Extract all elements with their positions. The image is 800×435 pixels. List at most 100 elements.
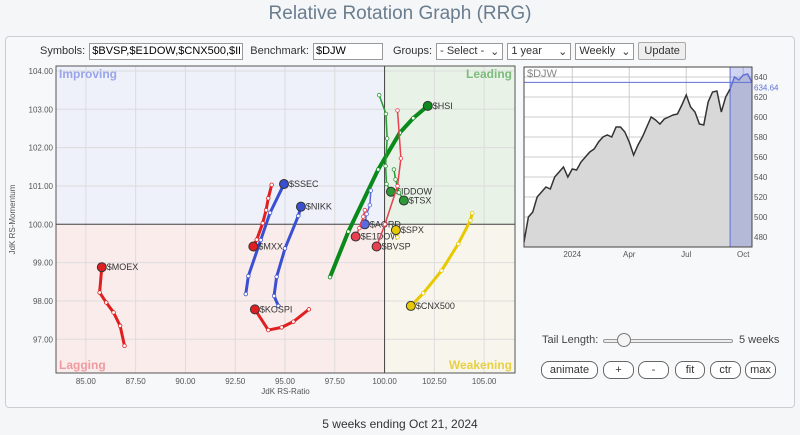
tail-point bbox=[364, 211, 369, 217]
series-label: $CNX500 bbox=[416, 301, 455, 311]
tail-point bbox=[382, 222, 388, 227]
chevron-down-icon: ⌄ bbox=[490, 45, 500, 58]
tail-point bbox=[469, 210, 475, 216]
period-value: 1 year bbox=[511, 45, 542, 57]
center-button[interactable]: ctr bbox=[710, 361, 741, 379]
tail-point bbox=[391, 167, 397, 172]
tail-point bbox=[103, 300, 109, 305]
benchmark-input[interactable] bbox=[312, 42, 383, 60]
tail-point bbox=[267, 210, 273, 215]
interval-select[interactable]: Weekly ⌄ bbox=[575, 42, 635, 60]
tail-length-value: 5 weeks bbox=[739, 334, 780, 346]
series-label: $BVSP bbox=[382, 242, 411, 252]
tail-point bbox=[395, 183, 400, 189]
series-label: $KOSPI bbox=[260, 304, 293, 314]
x-tick-label: 95.00 bbox=[275, 377, 296, 386]
tail-point bbox=[269, 182, 274, 188]
fit-button[interactable]: fit bbox=[675, 361, 705, 379]
series-head-point bbox=[350, 231, 361, 242]
y-tick-label: 104.00 bbox=[29, 67, 54, 76]
tail-point bbox=[393, 177, 398, 182]
tail-point bbox=[376, 92, 382, 98]
symbols-label: Symbols: bbox=[40, 45, 86, 57]
tail-point bbox=[97, 290, 102, 295]
tail-point bbox=[383, 111, 389, 117]
groups-value: - Select - bbox=[440, 45, 485, 57]
tail-point bbox=[384, 181, 389, 187]
toolbar: Symbols: Benchmark: Groups: - Select -⌄ … bbox=[6, 41, 794, 61]
series-tail bbox=[98, 267, 126, 347]
improving-label: Improving bbox=[59, 67, 117, 81]
x-tick-label: 97.50 bbox=[325, 377, 346, 386]
tail-point bbox=[117, 323, 123, 329]
y-tick-label: 97.00 bbox=[33, 335, 54, 344]
tail-point bbox=[396, 190, 402, 195]
tail-point bbox=[260, 220, 265, 226]
zoom-out-button[interactable]: - bbox=[638, 361, 669, 379]
tail-length-slider[interactable] bbox=[603, 339, 733, 343]
improving-quadrant bbox=[56, 66, 385, 225]
tail-point bbox=[383, 163, 388, 169]
tail-point bbox=[357, 225, 362, 231]
series-head-point bbox=[371, 241, 382, 252]
tail-point bbox=[291, 319, 296, 324]
series-label: $TSX bbox=[409, 196, 432, 206]
tail-point bbox=[122, 343, 127, 348]
tail-point bbox=[263, 207, 269, 213]
tail-point bbox=[243, 291, 248, 297]
lagging-quadrant bbox=[56, 224, 385, 373]
series-tail bbox=[364, 190, 372, 225]
series-tail bbox=[328, 104, 430, 278]
tail-point bbox=[398, 156, 404, 161]
tail-length-slider-handle[interactable] bbox=[617, 333, 631, 347]
tail-point bbox=[375, 167, 381, 172]
x-tick-label: 85.00 bbox=[76, 377, 97, 386]
y-tick-label: 98.00 bbox=[33, 297, 54, 306]
tail-point bbox=[346, 229, 351, 234]
tail-point bbox=[395, 235, 400, 240]
footer-caption: 5 weeks ending Oct 21, 2024 bbox=[322, 417, 478, 431]
symbols-input[interactable] bbox=[89, 42, 244, 60]
period-select[interactable]: 1 year ⌄ bbox=[507, 42, 572, 60]
series-head-point bbox=[405, 300, 416, 311]
tail-point bbox=[361, 214, 366, 219]
weakening-quadrant bbox=[384, 224, 515, 373]
tail-point bbox=[421, 291, 426, 296]
x-tick-label: 102.50 bbox=[422, 377, 447, 386]
series-head-point bbox=[398, 195, 409, 206]
tail-point bbox=[468, 218, 473, 223]
tail-point bbox=[327, 274, 333, 280]
update-button[interactable]: Update bbox=[638, 42, 686, 60]
lagging-label: Lagging bbox=[59, 358, 106, 372]
tail-point bbox=[266, 327, 271, 333]
series-head-point bbox=[295, 201, 306, 212]
series-label: $NIKK bbox=[306, 202, 332, 212]
y-tick-label: 99.00 bbox=[33, 259, 54, 268]
tail-point bbox=[411, 115, 416, 121]
max-button[interactable]: max bbox=[745, 361, 776, 379]
tail-point bbox=[367, 202, 373, 208]
groups-select[interactable]: - Select - ⌄ bbox=[436, 42, 504, 60]
leading-label: Leading bbox=[466, 67, 512, 81]
x-tick-label: 105.00 bbox=[472, 377, 497, 386]
series-head-point bbox=[248, 241, 259, 252]
x-tick-label: 92.50 bbox=[225, 377, 246, 386]
x-tick-label: 100.00 bbox=[372, 377, 397, 386]
series-head-point bbox=[96, 262, 107, 273]
y-tick-label: 103.00 bbox=[29, 105, 54, 114]
tail-point bbox=[279, 325, 284, 330]
chevron-down-icon: ⌄ bbox=[558, 45, 568, 58]
tail-point bbox=[439, 268, 444, 273]
tail-point bbox=[111, 310, 116, 315]
y-tick-label: 102.00 bbox=[29, 144, 54, 153]
series-head-point bbox=[279, 179, 290, 190]
animate-button[interactable]: animate bbox=[541, 361, 598, 379]
x-tick-label: 87.50 bbox=[126, 377, 147, 386]
plot-border bbox=[55, 65, 516, 374]
chevron-down-icon: ⌄ bbox=[621, 45, 631, 58]
series-head-point bbox=[422, 100, 433, 111]
series-head-point bbox=[390, 225, 401, 236]
zoom-in-button[interactable]: + bbox=[603, 361, 634, 379]
weakening-label: Weakening bbox=[449, 358, 512, 372]
